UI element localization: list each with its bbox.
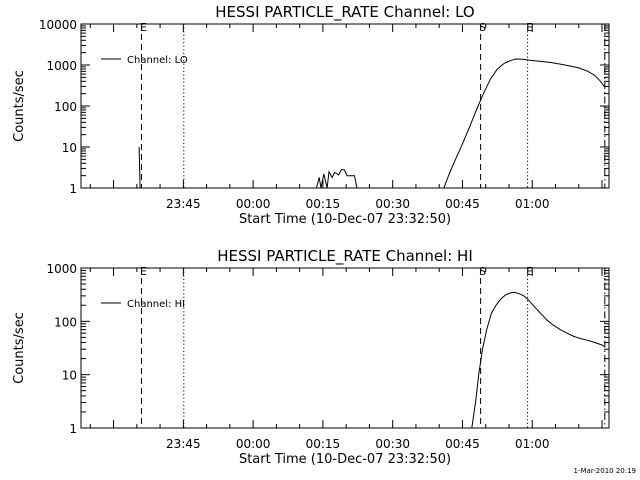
y-tick-label: 10000 — [39, 18, 77, 32]
time-marker-label: S — [479, 265, 486, 278]
time-marker-label: E — [526, 21, 533, 34]
legend-label: Channel: LO — [127, 55, 188, 66]
y-axis-label: Counts/sec — [12, 70, 27, 142]
x-tick-label: 00:30 — [375, 437, 410, 451]
x-tick-label: 01:00 — [515, 437, 550, 451]
legend-label: Channel: HI — [127, 299, 185, 310]
time-marker-label: S — [479, 21, 486, 34]
y-tick-label: 10 — [62, 369, 77, 383]
y-tick-label: 1 — [69, 422, 77, 436]
y-tick-label: 1000 — [46, 262, 77, 276]
x-tick-label: 00:00 — [236, 197, 271, 211]
chart-panel-lo: HESSI PARTICLE_RATE Channel: LO 1 10 100 100… — [12, 3, 610, 227]
series-line — [315, 169, 358, 189]
plot-frame — [80, 267, 610, 429]
chart-title: HESSI PARTICLE_RATE Channel: HI — [217, 247, 473, 266]
time-marker-label: E — [140, 21, 147, 34]
series-line — [443, 58, 605, 189]
x-tick-label: 23:45 — [166, 197, 201, 211]
time-marker-label: E — [526, 265, 533, 278]
y-tick-label: 100 — [54, 100, 77, 114]
series-line — [138, 146, 141, 189]
time-marker-label: E — [140, 265, 147, 278]
chart-panel-hi: HESSI PARTICLE_RATE Channel: HI 1 10 100 100… — [12, 247, 610, 467]
x-tick-label: 00:45 — [445, 437, 480, 451]
x-axis-label: Start Time (10-Dec-07 23:32:50) — [239, 452, 451, 467]
x-tick-label: 23:45 — [166, 437, 201, 451]
x-tick-label: 00:45 — [445, 197, 480, 211]
x-tick-label: 00:15 — [306, 437, 341, 451]
x-tick-label: 00:30 — [375, 197, 410, 211]
y-axis-label: Counts/sec — [12, 312, 27, 384]
y-tick-label: 1 — [69, 182, 77, 196]
y-tick-label: 1000 — [46, 59, 77, 73]
x-tick-label: 00:15 — [306, 197, 341, 211]
x-tick-label: 00:00 — [236, 437, 271, 451]
footer-timestamp: 1-Mar-2010 20:19 — [574, 467, 636, 475]
x-axis-label: Start Time (10-Dec-07 23:32:50) — [239, 212, 451, 227]
y-tick-label: 10 — [62, 141, 77, 155]
chart-title: HESSI PARTICLE_RATE Channel: LO — [215, 3, 474, 22]
y-tick-label: 100 — [54, 315, 77, 329]
x-tick-label: 01:00 — [515, 197, 550, 211]
plot-frame — [80, 23, 610, 189]
series-line — [471, 291, 606, 429]
